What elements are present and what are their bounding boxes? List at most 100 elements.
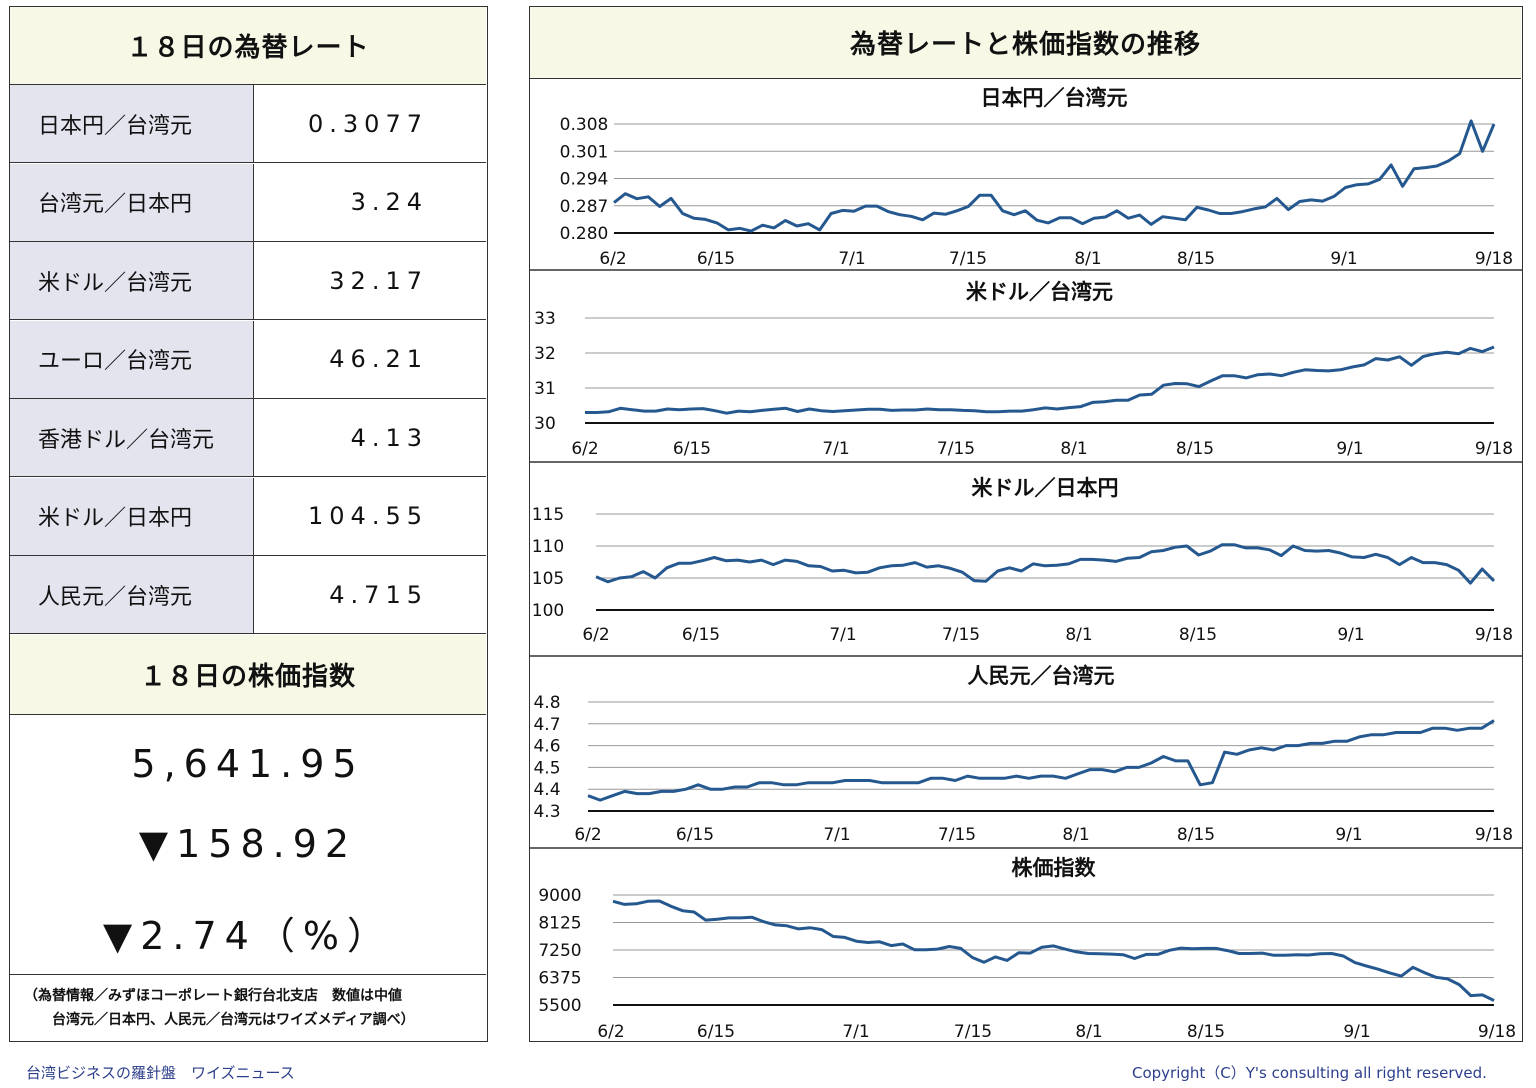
y-tick-label: 110 bbox=[532, 537, 564, 557]
x-tick-label: 8/15 bbox=[1177, 249, 1215, 269]
x-tick-label: 9/18 bbox=[1475, 439, 1513, 459]
y-tick-label: 4.6 bbox=[533, 737, 560, 757]
rate-value: 32.17 bbox=[329, 266, 428, 295]
x-tick-label: 9/18 bbox=[1475, 625, 1513, 645]
x-tick-label: 8/15 bbox=[1177, 825, 1215, 845]
y-tick-label: 7250 bbox=[538, 941, 581, 961]
charts-title: 為替レートと株価指数の推移 bbox=[530, 7, 1521, 79]
y-tick-label: 0.280 bbox=[560, 224, 609, 244]
rates-title: １８日の為替レート bbox=[10, 7, 486, 85]
rate-label: 台湾元／日本円 bbox=[10, 163, 254, 241]
rate-label: ユーロ／台湾元 bbox=[10, 320, 254, 398]
rate-row: 香港ドル／台湾元 4.13 bbox=[10, 399, 486, 477]
rates-panel: １８日の為替レート 日本円／台湾元 0.3077 台湾元／日本円 3.24 米ド… bbox=[9, 6, 488, 1042]
rate-row: ユーロ／台湾元 46.21 bbox=[10, 320, 486, 399]
x-tick-label: 6/2 bbox=[597, 1022, 624, 1042]
x-tick-label: 8/1 bbox=[1065, 625, 1092, 645]
x-tick-label: 7/1 bbox=[842, 1022, 869, 1042]
y-tick-label: 32 bbox=[534, 344, 556, 364]
y-tick-label: 0.287 bbox=[560, 197, 609, 217]
chart-title: 日本円／台湾元 bbox=[981, 86, 1128, 110]
chart-title: 人民元／台湾元 bbox=[968, 664, 1115, 688]
series-line bbox=[595, 543, 1496, 585]
y-tick-label: 0.301 bbox=[560, 142, 609, 162]
y-tick-label: 4.8 bbox=[533, 693, 560, 713]
series-line bbox=[585, 345, 1495, 415]
rate-value: 4.13 bbox=[350, 423, 428, 452]
x-tick-label: 9/18 bbox=[1478, 1022, 1516, 1042]
x-tick-label: 8/1 bbox=[1062, 825, 1089, 845]
rate-label: 日本円／台湾元 bbox=[10, 85, 254, 162]
x-tick-label: 8/15 bbox=[1187, 1022, 1225, 1042]
x-tick-label: 9/1 bbox=[1337, 625, 1364, 645]
series-line bbox=[613, 119, 1496, 233]
x-tick-label: 8/15 bbox=[1179, 625, 1217, 645]
y-tick-label: 9000 bbox=[538, 886, 581, 906]
series-line bbox=[612, 899, 1495, 1002]
rate-value: 104.55 bbox=[308, 502, 428, 530]
x-tick-label: 7/15 bbox=[949, 249, 987, 269]
rate-row: 米ドル／日本円 104.55 bbox=[10, 477, 486, 556]
source-note-line2: 台湾元／日本円、人民元／台湾元はワイズメディア調べ） bbox=[52, 1012, 415, 1028]
y-tick-label: 8125 bbox=[538, 914, 581, 934]
x-tick-label: 9/1 bbox=[1336, 439, 1363, 459]
y-tick-label: 6375 bbox=[538, 969, 581, 989]
y-tick-label: 0.294 bbox=[560, 170, 609, 190]
y-tick-label: 5500 bbox=[538, 996, 581, 1016]
x-tick-label: 9/18 bbox=[1475, 249, 1513, 269]
rate-value: 4.715 bbox=[329, 580, 428, 609]
chart-title: 株価指数 bbox=[1012, 856, 1097, 880]
x-tick-label: 9/1 bbox=[1335, 825, 1362, 845]
stock-value: 5,641.95 bbox=[131, 742, 365, 786]
chart-title: 米ドル／台湾元 bbox=[966, 280, 1113, 304]
x-tick-label: 7/1 bbox=[822, 439, 849, 459]
y-tick-label: 115 bbox=[532, 505, 564, 525]
y-tick-label: 4.3 bbox=[533, 802, 560, 822]
y-tick-label: 105 bbox=[532, 569, 564, 589]
footer-brand: 台湾ビジネスの羅針盤 ワイズニュース bbox=[26, 1064, 295, 1082]
rate-label: 米ドル／日本円 bbox=[10, 477, 254, 555]
y-tick-label: 4.4 bbox=[533, 780, 560, 800]
y-tick-label: 100 bbox=[532, 601, 564, 621]
x-tick-label: 9/1 bbox=[1343, 1022, 1370, 1042]
rate-value: 0.3077 bbox=[308, 109, 428, 138]
rate-value: 46.21 bbox=[329, 345, 428, 373]
rate-row: 米ドル／台湾元 32.17 bbox=[10, 242, 486, 320]
x-tick-label: 6/2 bbox=[574, 825, 601, 845]
rate-value: 3.24 bbox=[350, 188, 428, 216]
x-tick-label: 7/15 bbox=[942, 625, 980, 645]
rate-label: 人民元／台湾元 bbox=[10, 556, 254, 633]
y-tick-label: 30 bbox=[534, 414, 556, 434]
stock-change: ▼158.92 bbox=[138, 822, 358, 866]
x-tick-label: 7/15 bbox=[954, 1022, 992, 1042]
source-note-line1: （為替情報／みずほコーポレート銀行台北支店 数値は中値 bbox=[24, 988, 402, 1004]
chart-title: 米ドル／日本円 bbox=[972, 476, 1119, 500]
x-tick-label: 6/15 bbox=[682, 625, 720, 645]
y-tick-label: 4.5 bbox=[533, 758, 560, 778]
stock-title: １８日の株価指数 bbox=[10, 635, 486, 715]
x-tick-label: 7/1 bbox=[823, 825, 850, 845]
x-tick-label: 6/2 bbox=[571, 439, 598, 459]
x-tick-label: 6/15 bbox=[697, 249, 735, 269]
x-tick-label: 9/18 bbox=[1475, 825, 1513, 845]
x-tick-label: 9/1 bbox=[1330, 249, 1357, 269]
footer-copyright: Copyright（C）Y's consulting all right res… bbox=[1132, 1064, 1487, 1082]
x-tick-label: 8/1 bbox=[1075, 1022, 1102, 1042]
x-tick-label: 7/15 bbox=[937, 439, 975, 459]
stock-change-percent: ▼2.74（%） bbox=[103, 914, 393, 958]
x-tick-label: 6/15 bbox=[697, 1022, 735, 1042]
rate-row: 人民元／台湾元 4.715 bbox=[10, 556, 486, 634]
x-tick-label: 8/1 bbox=[1074, 249, 1101, 269]
charts-panel: 為替レートと株価指数の推移 bbox=[529, 6, 1523, 1042]
rate-label: 香港ドル／台湾元 bbox=[10, 399, 254, 476]
x-tick-label: 7/15 bbox=[938, 825, 976, 845]
x-tick-label: 6/2 bbox=[582, 625, 609, 645]
rate-row: 日本円／台湾元 0.3077 bbox=[10, 85, 486, 163]
y-tick-label: 4.7 bbox=[533, 715, 560, 735]
x-tick-label: 7/1 bbox=[829, 625, 856, 645]
series-line bbox=[587, 719, 1495, 802]
y-tick-label: 33 bbox=[534, 309, 556, 329]
y-tick-label: 31 bbox=[534, 379, 556, 399]
x-tick-label: 6/15 bbox=[673, 439, 711, 459]
